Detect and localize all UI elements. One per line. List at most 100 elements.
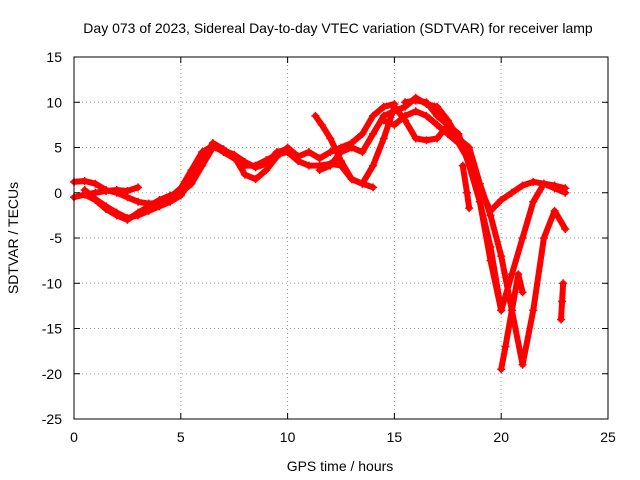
data-point [433,120,442,129]
data-point [112,186,121,195]
series-track-d [80,143,292,224]
series-track-k [557,279,568,324]
data-point [187,179,196,188]
data-point [311,111,320,120]
data-point [529,177,538,186]
data-point [91,179,100,188]
data-point [379,116,388,125]
data-point [251,163,260,172]
data-point [358,148,367,157]
y-tick-label: -25 [42,411,62,427]
data-point [358,129,367,138]
data-point [91,195,100,204]
data-point [176,188,185,197]
data-point [315,154,324,163]
data-point [262,159,271,168]
data-point [337,148,345,157]
data-point [539,234,548,242]
x-tick-label: 25 [600,429,616,445]
y-tick-label: 15 [46,49,62,65]
data-point [454,129,463,138]
data-point [240,170,249,179]
data-point [379,102,388,111]
data-point [433,134,442,143]
series-trace [402,97,505,314]
x-tick-label: 0 [70,429,78,445]
data-point [304,148,313,157]
data-point [326,161,335,170]
data-point [458,161,467,170]
data-point [80,176,89,185]
data-point [465,143,474,152]
data-point [112,211,121,220]
data-point [347,143,356,152]
data-point [486,211,495,220]
data-point [80,190,89,199]
y-axis-label: SDTVAR / TECUs [5,182,21,294]
data-point [134,208,143,217]
data-point [166,191,175,200]
data-point [518,288,527,297]
data-point [550,184,559,193]
data-point [283,145,292,154]
chart-title: Day 073 of 2023, Sidereal Day-to-day VTE… [83,20,593,36]
data-point [337,157,345,166]
data-point [144,202,153,211]
data-point [529,197,538,206]
data-point [507,306,516,315]
data-point [443,120,452,129]
series-trace [316,94,569,368]
x-tick-label: 5 [177,429,185,445]
data-point [102,205,111,214]
data-point [369,111,378,120]
data-point [557,315,566,324]
data-point [315,166,324,175]
y-tick-label: -10 [42,275,62,291]
data-point [475,197,484,206]
data-point [369,183,378,192]
series-track-h [401,96,506,315]
x-tick-label: 10 [280,429,296,445]
y-tick-label: 0 [54,185,62,201]
x-axis-label: GPS time / hours [287,458,394,474]
data-point [558,297,567,306]
data-point [272,148,281,157]
grid-lines [74,57,608,419]
data-point [497,195,506,204]
data-point [411,96,420,105]
data-points [70,93,570,374]
data-point [369,129,378,138]
data-point [411,107,420,116]
data-point [501,342,510,351]
data-point [550,206,559,215]
data-point [559,279,568,288]
data-point [390,120,399,129]
data-point [518,234,527,242]
data-point [198,161,207,170]
data-point [251,175,260,184]
data-point [411,134,420,143]
data-point [155,195,164,204]
data-point [422,111,431,120]
data-point [379,134,388,143]
x-tick-label: 15 [387,429,403,445]
data-point [465,204,474,213]
data-point [326,134,335,143]
series-track-i [458,161,474,213]
y-tick-label: -20 [42,366,62,382]
data-point [102,186,111,195]
y-tick-label: -5 [50,230,63,246]
data-point [514,270,523,279]
data-point [390,107,399,116]
data-point [443,129,452,138]
data-point [134,197,143,206]
data-point [317,120,326,129]
data-point [433,102,442,111]
data-point [230,150,239,159]
data-point [240,157,249,166]
data-point [561,188,570,197]
y-tick-label: 5 [54,140,62,156]
data-point [304,161,313,170]
data-point [463,188,472,197]
